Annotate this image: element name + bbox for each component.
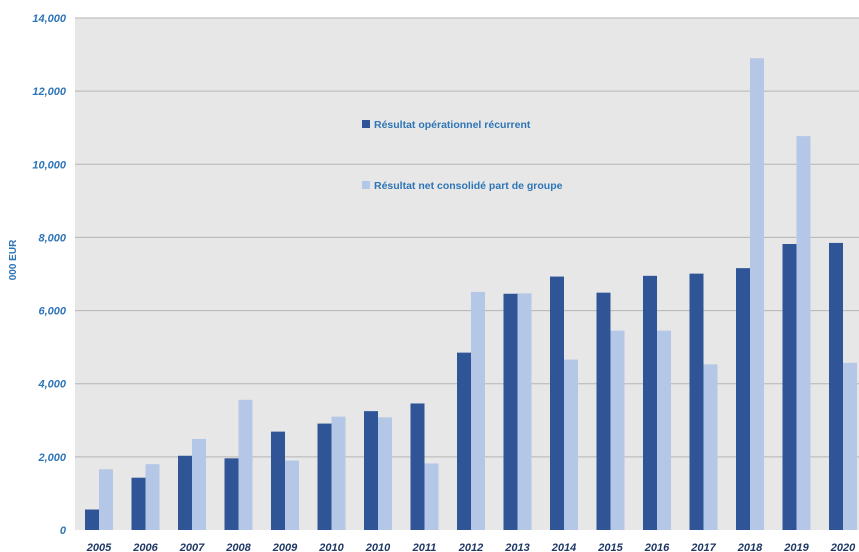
y-tick-label: 6,000 bbox=[38, 306, 66, 318]
x-tick-label: 2009 bbox=[272, 542, 298, 552]
bars bbox=[85, 58, 857, 531]
bar-net bbox=[843, 362, 857, 530]
bar-recurrent bbox=[271, 431, 285, 530]
legend-swatch-net bbox=[362, 181, 370, 189]
bar-recurrent bbox=[85, 509, 99, 530]
legend: Résultat opérationnel récurrent Résultat… bbox=[362, 119, 563, 192]
bar-net bbox=[145, 464, 160, 530]
bar-net bbox=[564, 359, 578, 530]
y-tick-label: 4,000 bbox=[37, 379, 66, 391]
y-axis-ticks: 0 2,000 4,000 6,000 8,000 10,000 12,000 14,000 bbox=[32, 13, 67, 537]
x-tick-label: 2020 bbox=[830, 542, 856, 552]
x-tick-label: 2017 bbox=[690, 542, 716, 552]
x-tick-label: 2010 bbox=[318, 542, 344, 552]
x-tick-label: 2014 bbox=[551, 542, 576, 552]
bar-net bbox=[238, 399, 253, 530]
y-tick-label: 0 bbox=[60, 525, 67, 537]
bar-net bbox=[610, 330, 625, 530]
bar-net bbox=[285, 460, 299, 530]
x-tick-label: 2013 bbox=[504, 542, 529, 552]
x-tick-label: 2007 bbox=[179, 542, 205, 552]
y-tick-label: 12,000 bbox=[32, 86, 67, 98]
bar-recurrent bbox=[364, 411, 378, 530]
x-tick-label: 2005 bbox=[86, 542, 112, 552]
bar-net bbox=[471, 291, 485, 530]
bar-recurrent bbox=[178, 455, 192, 530]
y-axis-label: 000 EUR bbox=[8, 239, 19, 280]
bar-recurrent bbox=[224, 458, 239, 530]
bar-net bbox=[99, 469, 113, 530]
bar-net bbox=[657, 330, 671, 530]
y-tick-label: 14,000 bbox=[32, 13, 67, 25]
bar-recurrent bbox=[457, 352, 471, 530]
bar-recurrent bbox=[689, 273, 704, 530]
x-axis-ticks: 2005 2006 2007 2008 2009 2010 2010 2011 2012 2013… bbox=[86, 542, 856, 552]
y-tick-label: 2,000 bbox=[37, 452, 66, 464]
bar-net bbox=[192, 438, 206, 530]
bar-recurrent bbox=[643, 275, 657, 530]
legend-swatch-recurrent bbox=[362, 120, 370, 128]
bar-recurrent bbox=[550, 276, 564, 530]
bar-recurrent bbox=[317, 423, 332, 530]
bar-net bbox=[796, 136, 811, 530]
legend-label-recurrent: Résultat opérationnel récurrent bbox=[374, 119, 531, 131]
bar-net bbox=[378, 417, 392, 530]
x-tick-label: 2008 bbox=[225, 542, 251, 552]
bar-recurrent bbox=[782, 244, 797, 531]
y-tick-label: 8,000 bbox=[38, 232, 66, 244]
x-tick-label: 2016 bbox=[644, 542, 670, 552]
x-tick-label: 2010 bbox=[365, 542, 391, 552]
bar-recurrent bbox=[829, 242, 843, 530]
bar-recurrent bbox=[131, 477, 146, 530]
bar-recurrent bbox=[596, 292, 611, 530]
bar-recurrent bbox=[736, 268, 750, 530]
x-tick-label: 2018 bbox=[737, 542, 763, 552]
bar-net bbox=[331, 416, 346, 530]
bar-net bbox=[424, 463, 439, 530]
x-tick-label: 2015 bbox=[597, 542, 623, 552]
bar-net bbox=[750, 58, 764, 530]
bar-net bbox=[517, 293, 532, 530]
legend-label-net: Résultat net consolidé part de groupe bbox=[374, 180, 563, 192]
bar-recurrent bbox=[503, 293, 518, 530]
x-tick-label: 2006 bbox=[132, 542, 158, 552]
y-tick-label: 10,000 bbox=[32, 159, 67, 171]
x-tick-label: 2011 bbox=[412, 542, 437, 552]
x-tick-label: 2012 bbox=[458, 542, 483, 552]
bar-net bbox=[703, 364, 718, 530]
x-tick-label: 2019 bbox=[783, 542, 809, 552]
bar-recurrent bbox=[410, 403, 425, 530]
